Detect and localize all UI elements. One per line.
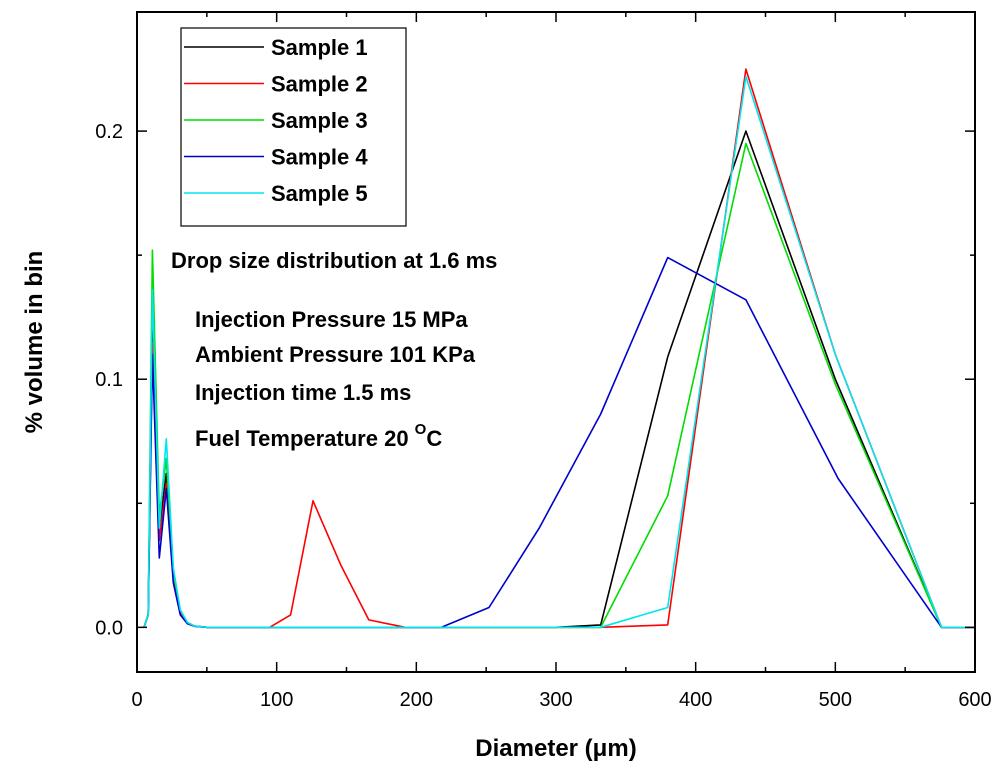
temperature-prefix: Fuel Temperature 20 [195,426,415,451]
legend: Sample 1 Sample 2 Sample 3 Sample 4 Sample 5 [180,27,407,227]
x-tick-label: 500 [819,689,852,711]
annotation-injection-pressure: Injection Pressure 15 MPa [195,307,468,332]
series-line-sample-5 [143,75,975,629]
x-tick-label: 300 [539,689,572,711]
x-tick-label: 100 [260,689,293,711]
annotation-heading: Drop size distribution at 1.6 ms [171,248,497,273]
x-tick-label: 400 [679,689,712,711]
temperature-superscript: O [415,421,427,438]
legend-label-sample-5: Sample 5 [271,181,368,206]
legend-label-sample-3: Sample 3 [271,108,368,133]
annotation-fuel-temperature: Fuel Temperature 20 OC [195,421,442,451]
annotations: Drop size distribution at 1.6 ms Injecti… [171,248,497,451]
annotation-ambient-pressure: Ambient Pressure 101 KPa [195,342,476,367]
legend-label-sample-4: Sample 4 [271,145,368,170]
legend-label-sample-1: Sample 1 [271,35,368,60]
y-axis-title: % volume in bin [21,251,48,434]
plot-area [143,68,975,629]
annotation-injection-time: Injection time 1.5 ms [195,380,411,405]
legend-label-sample-2: Sample 2 [271,72,368,97]
x-axis-title: Diameter (μm) [475,735,636,762]
x-tick-label: 600 [958,689,991,711]
y-tick-label: 0.1 [95,369,123,391]
x-tick-label: 200 [400,689,433,711]
x-tick-label: 0 [131,689,142,711]
y-tick-label: 0.0 [95,617,123,639]
axis-ticks: 0 100 200 300 400 500 600 0.0 0.1 0.2 [95,12,992,711]
temperature-suffix: C [426,426,442,451]
y-tick-label: 0.2 [95,121,123,143]
